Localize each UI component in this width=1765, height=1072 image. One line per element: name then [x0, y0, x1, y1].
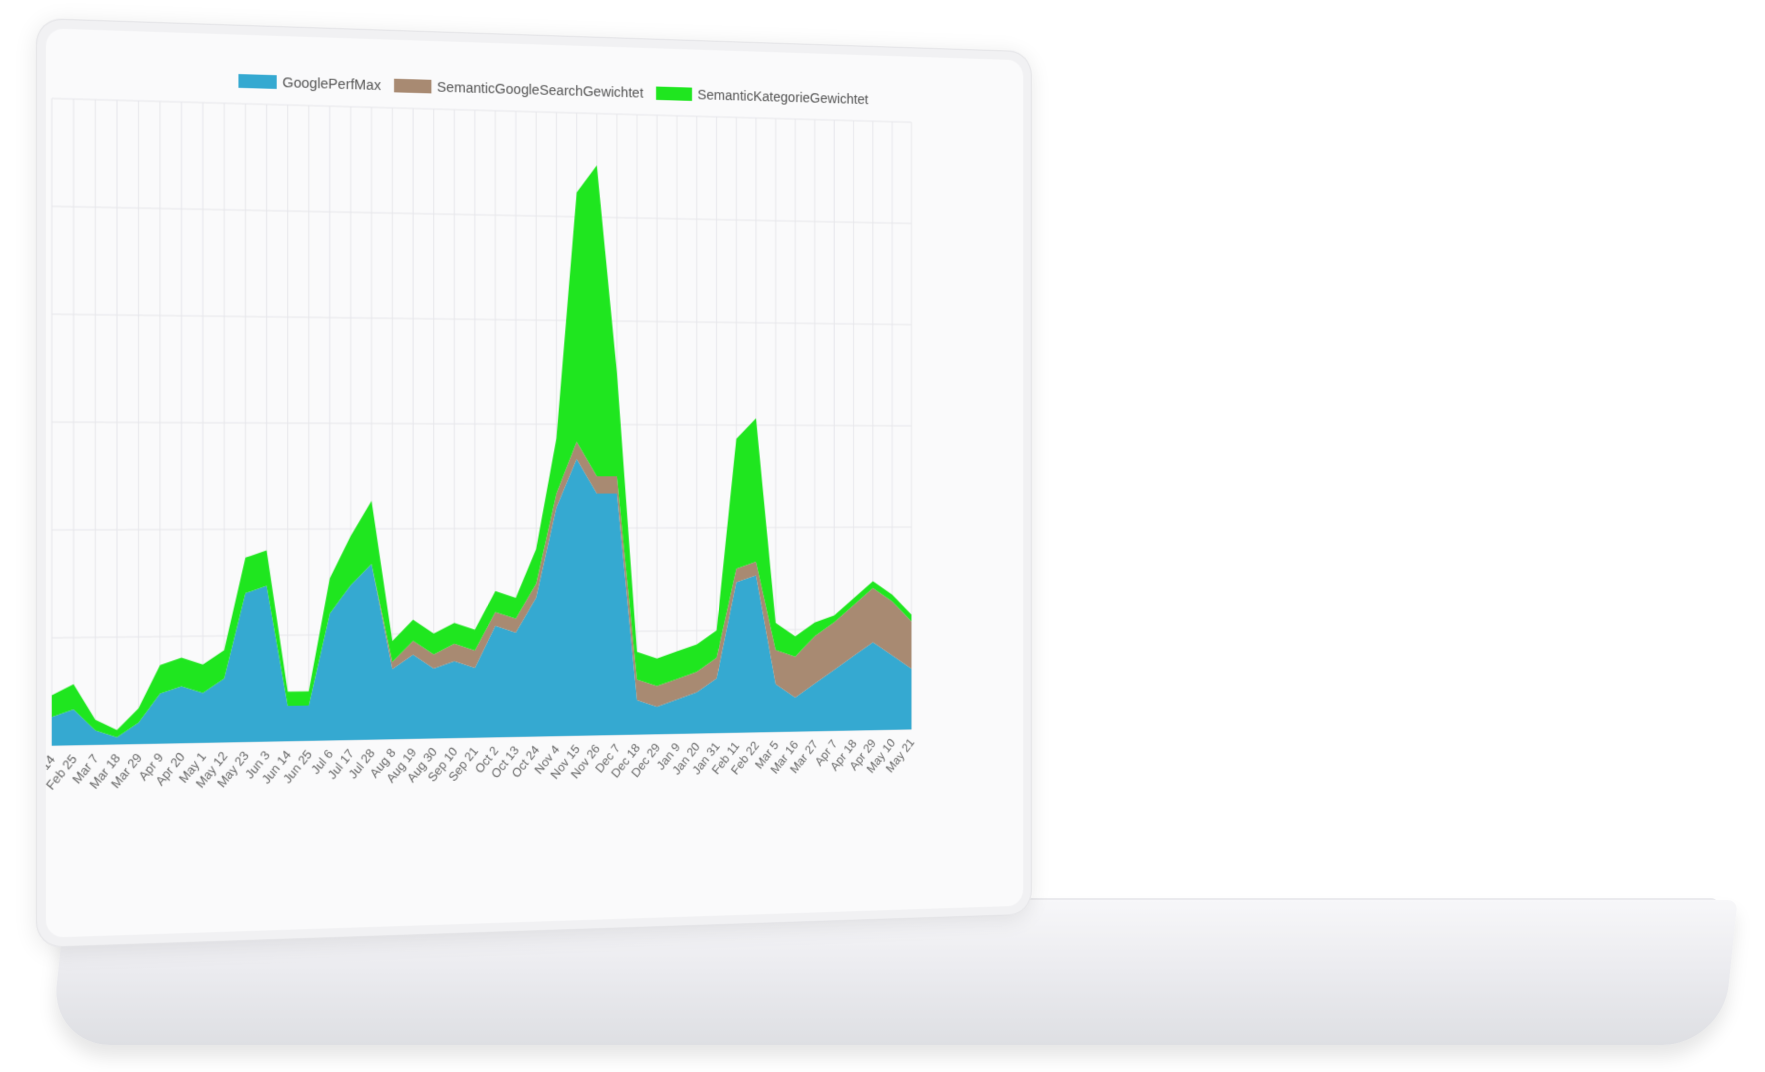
- grid-line-horizontal: [52, 206, 912, 223]
- chart-areas: [51, 152, 912, 746]
- chart-grid: [52, 98, 912, 745]
- legend-swatch: [238, 74, 277, 89]
- grid-line-horizontal: [52, 527, 912, 530]
- grid-line-horizontal: [52, 422, 912, 426]
- chart-display: GooglePerfMax SemanticGoogleSearchGewicht…: [45, 28, 1024, 938]
- legend-label: SemanticKategorieGewichtet: [697, 88, 869, 108]
- series-area-GooglePerfMax: [51, 458, 912, 746]
- legend-label: SemanticGoogleSearchGewichtet: [437, 80, 644, 102]
- laptop-screen: GooglePerfMax SemanticGoogleSearchGewicht…: [36, 18, 1032, 948]
- grid-line-horizontal: [52, 314, 912, 324]
- legend-swatch: [394, 78, 432, 94]
- chart-legend: GooglePerfMax SemanticGoogleSearchGewicht…: [238, 74, 869, 108]
- legend-swatch: [656, 86, 693, 101]
- stacked-area-chart: GooglePerfMax SemanticGoogleSearchGewicht…: [46, 74, 917, 793]
- legend-label: GooglePerfMax: [282, 75, 381, 94]
